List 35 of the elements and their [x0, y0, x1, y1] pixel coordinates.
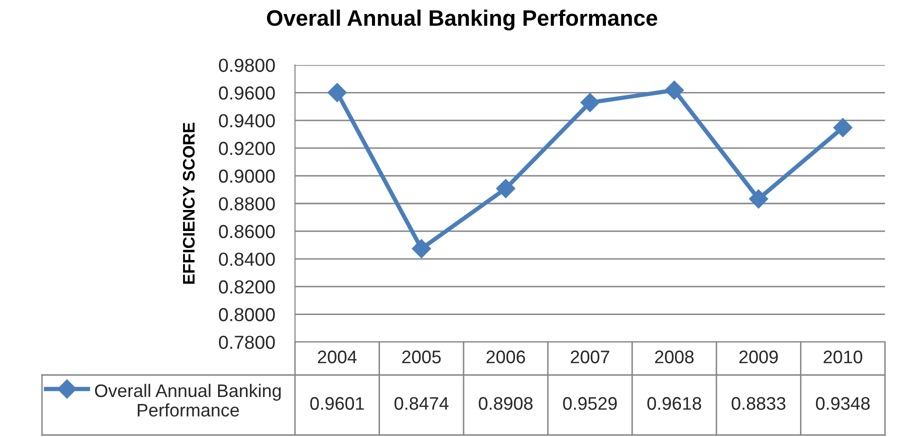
point	[833, 118, 852, 138]
data-label: 0.9618	[647, 397, 702, 410]
y-tick-label: 0.9000	[218, 170, 275, 183]
point	[749, 189, 768, 208]
y-tick-label: 0.9800	[218, 58, 275, 72]
data-label: 0.8833	[732, 397, 786, 410]
x-tick-label: 2008	[655, 350, 694, 364]
y-tick-label: 0.8200	[218, 280, 275, 294]
point	[664, 80, 684, 100]
data-label: 0.9601	[310, 397, 364, 410]
y-tick-label: 0.8600	[218, 224, 275, 238]
x-tick-label: 2006	[486, 350, 526, 364]
x-tick-label: 2009	[739, 350, 778, 364]
data-label: 0.9348	[816, 397, 870, 410]
data-label: 0.9529	[563, 397, 617, 410]
y-tick-label: 0.9600	[218, 86, 275, 100]
point	[496, 179, 516, 198]
x-tick-label: 2005	[402, 350, 441, 364]
y-tick-label: 0.9200	[218, 142, 275, 156]
x-tick-label: 2004	[318, 350, 357, 364]
point	[412, 239, 431, 258]
y-tick-label: 0.8800	[218, 197, 275, 210]
data-label: 0.8908	[478, 397, 533, 410]
x-tick-label: 2007	[570, 350, 610, 364]
point	[580, 93, 600, 112]
y-tick-label: 0.9400	[218, 114, 275, 128]
x-tick-label: 2010	[824, 350, 862, 364]
legend-label: Overall Annual Banking Performance	[95, 384, 281, 417]
y-tick-label: 0.8400	[218, 252, 275, 266]
data-label: 0.8474	[394, 397, 449, 410]
y-tick-label: 0.8000	[218, 308, 275, 322]
y-tick-label: 0.7800	[218, 336, 275, 349]
chart-title: Overall Annual Banking Performance	[266, 10, 658, 30]
y-axis-title: EFFICIENCY SCORE	[182, 122, 195, 284]
point	[328, 83, 347, 102]
